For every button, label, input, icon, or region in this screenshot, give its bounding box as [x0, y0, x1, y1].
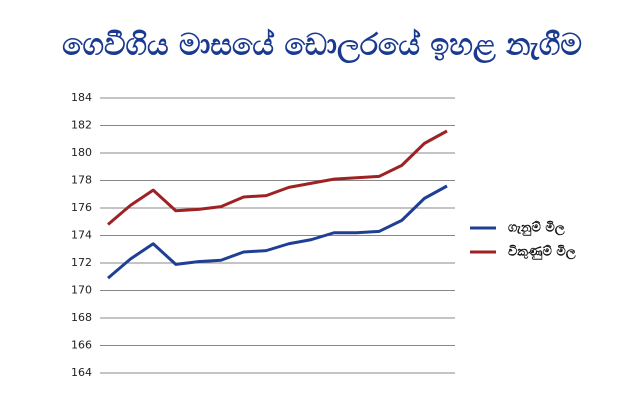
y-tick-label: 174 [71, 229, 92, 242]
chart-title: ගෙවීගිය මාසයේ ඩොලරයේ ඉහළ නැගීම [62, 28, 582, 64]
y-tick-label: 178 [71, 174, 92, 187]
series-line [107, 129, 448, 226]
y-tick-label: 164 [71, 366, 92, 379]
y-tick-label: 184 [71, 91, 92, 104]
series-line [107, 184, 448, 280]
y-tick-label: 166 [71, 339, 92, 352]
y-tick-label: 176 [71, 201, 92, 214]
legend-label: විකුණුම් මිල [508, 244, 576, 261]
y-tick-label: 168 [71, 311, 92, 324]
legend-label: ගැනුම් මිල [508, 220, 565, 237]
y-tick-label: 180 [71, 146, 92, 159]
y-tick-label: 182 [71, 119, 92, 132]
y-tick-label: 172 [71, 256, 92, 269]
y-tick-label: 170 [71, 284, 92, 297]
